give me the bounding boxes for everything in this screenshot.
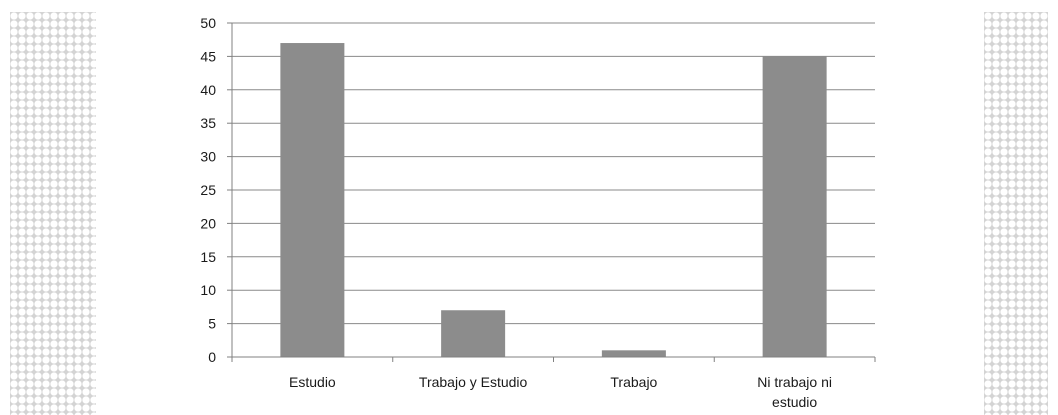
y-tick-label: 0 (208, 349, 216, 365)
bars (280, 43, 827, 358)
y-tick-label: 30 (200, 149, 216, 165)
bar (762, 56, 827, 358)
right-decorative-pattern (984, 12, 1048, 415)
x-category-label: Trabajo (610, 374, 657, 390)
y-tick-label: 15 (200, 249, 216, 265)
x-axis-category-labels: Estudio Trabajo y Estudio Trabajo Ni trabaj… (289, 374, 832, 410)
y-tick-label: 10 (200, 282, 216, 298)
bar (441, 310, 506, 357)
x-category-label: Trabajo y Estudio (419, 374, 528, 390)
y-tick-label: 35 (200, 115, 216, 131)
bar (280, 43, 345, 357)
x-axis (231, 23, 876, 362)
x-category-label: Ni trabajo ni (757, 374, 832, 390)
left-decorative-pattern (10, 12, 96, 415)
y-tick-label: 25 (200, 182, 216, 198)
x-category-label: Estudio (289, 374, 336, 390)
y-tick-label: 50 (200, 15, 216, 31)
bar (601, 350, 666, 357)
y-axis-tick-labels: 0 5 10 15 20 25 30 35 40 45 50 (200, 15, 232, 365)
x-category-label: estudio (772, 394, 817, 410)
y-tick-label: 5 (208, 316, 216, 332)
y-tick-label: 20 (200, 215, 216, 231)
y-tick-label: 45 (200, 48, 216, 64)
y-tick-label: 40 (200, 82, 216, 98)
